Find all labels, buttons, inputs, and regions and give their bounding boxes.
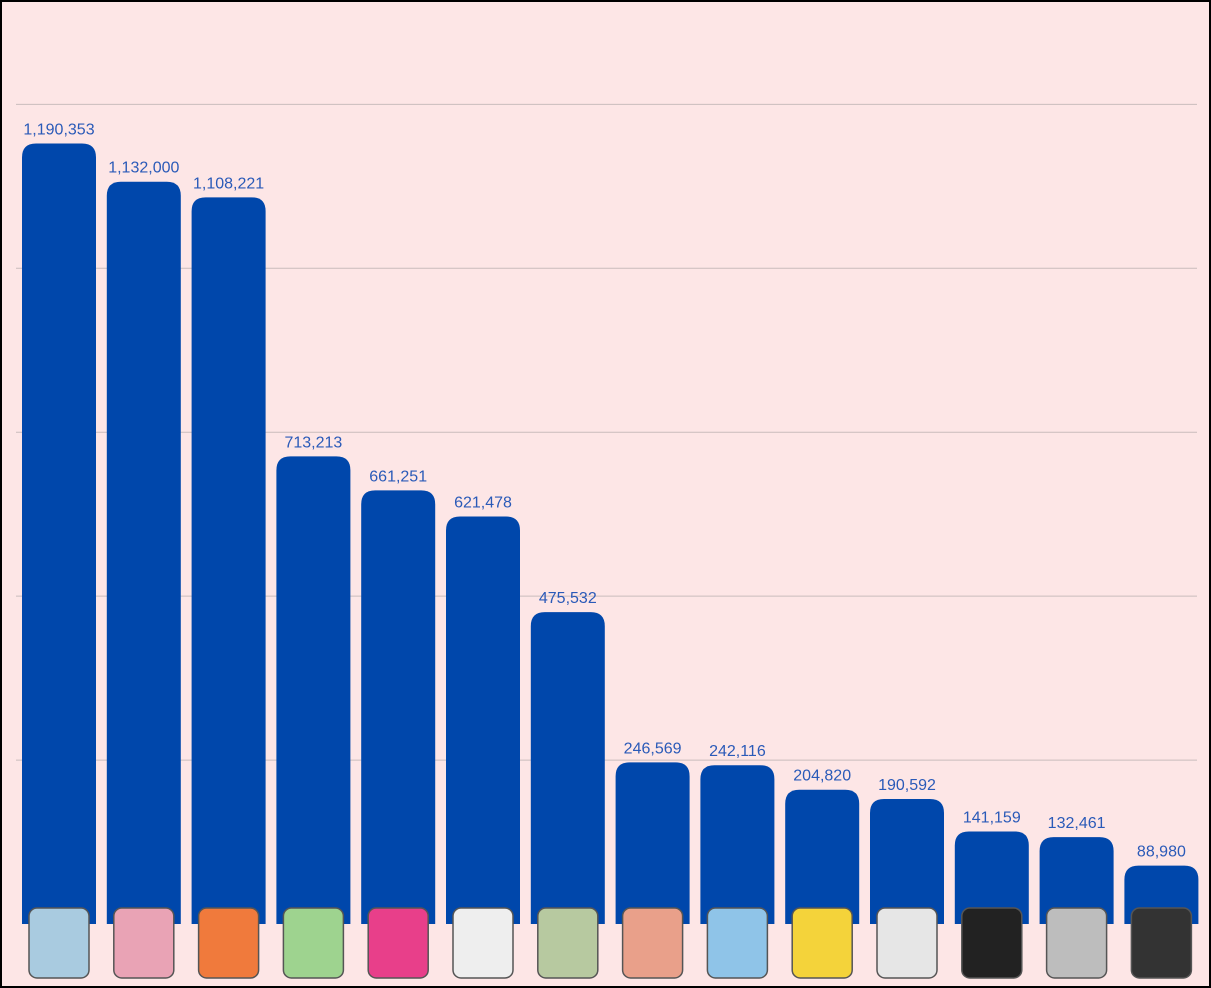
- bar: [107, 182, 181, 924]
- value-label: 242,116: [709, 743, 766, 760]
- appliance-icon: [707, 908, 767, 978]
- bar: [361, 490, 435, 924]
- bar: [870, 799, 944, 924]
- value-label: 713,213: [284, 434, 342, 451]
- appliance-icon: [29, 908, 89, 978]
- appliance-icon: [962, 908, 1022, 978]
- bar: [22, 143, 96, 924]
- value-label: 246,569: [624, 740, 682, 757]
- appliance-icon: [453, 908, 513, 978]
- bar: [700, 765, 774, 924]
- appliance-icon: [1047, 908, 1107, 978]
- bar: [616, 762, 690, 924]
- value-label: 141,159: [963, 809, 1021, 826]
- value-label: 132,461: [1048, 815, 1106, 832]
- bar: [531, 612, 605, 924]
- value-label: 1,132,000: [108, 160, 179, 177]
- chart-background: [1, 1, 1210, 987]
- appliance-icon: [114, 908, 174, 978]
- value-label: 88,980: [1137, 844, 1186, 861]
- chart: 1,190,353 1,132,000 1,108,221 713,213 661,25…: [0, 0, 1211, 988]
- appliance-icon: [1131, 908, 1191, 978]
- value-label: 661,251: [369, 468, 427, 485]
- value-label: 204,820: [793, 768, 851, 785]
- value-label: 1,190,353: [23, 121, 94, 138]
- value-label: 621,478: [454, 494, 512, 511]
- appliance-icon: [623, 908, 683, 978]
- appliance-icon: [368, 908, 428, 978]
- bar: [446, 516, 520, 924]
- appliance-icon: [538, 908, 598, 978]
- bar: [785, 790, 859, 924]
- value-label: 475,532: [539, 590, 597, 607]
- bar: [192, 197, 266, 924]
- value-label: 190,592: [878, 777, 936, 794]
- appliance-icon: [283, 908, 343, 978]
- appliance-icon: [877, 908, 937, 978]
- value-label: 1,108,221: [193, 175, 264, 192]
- bar: [276, 456, 350, 924]
- appliance-icon: [199, 908, 259, 978]
- appliance-icon: [792, 908, 852, 978]
